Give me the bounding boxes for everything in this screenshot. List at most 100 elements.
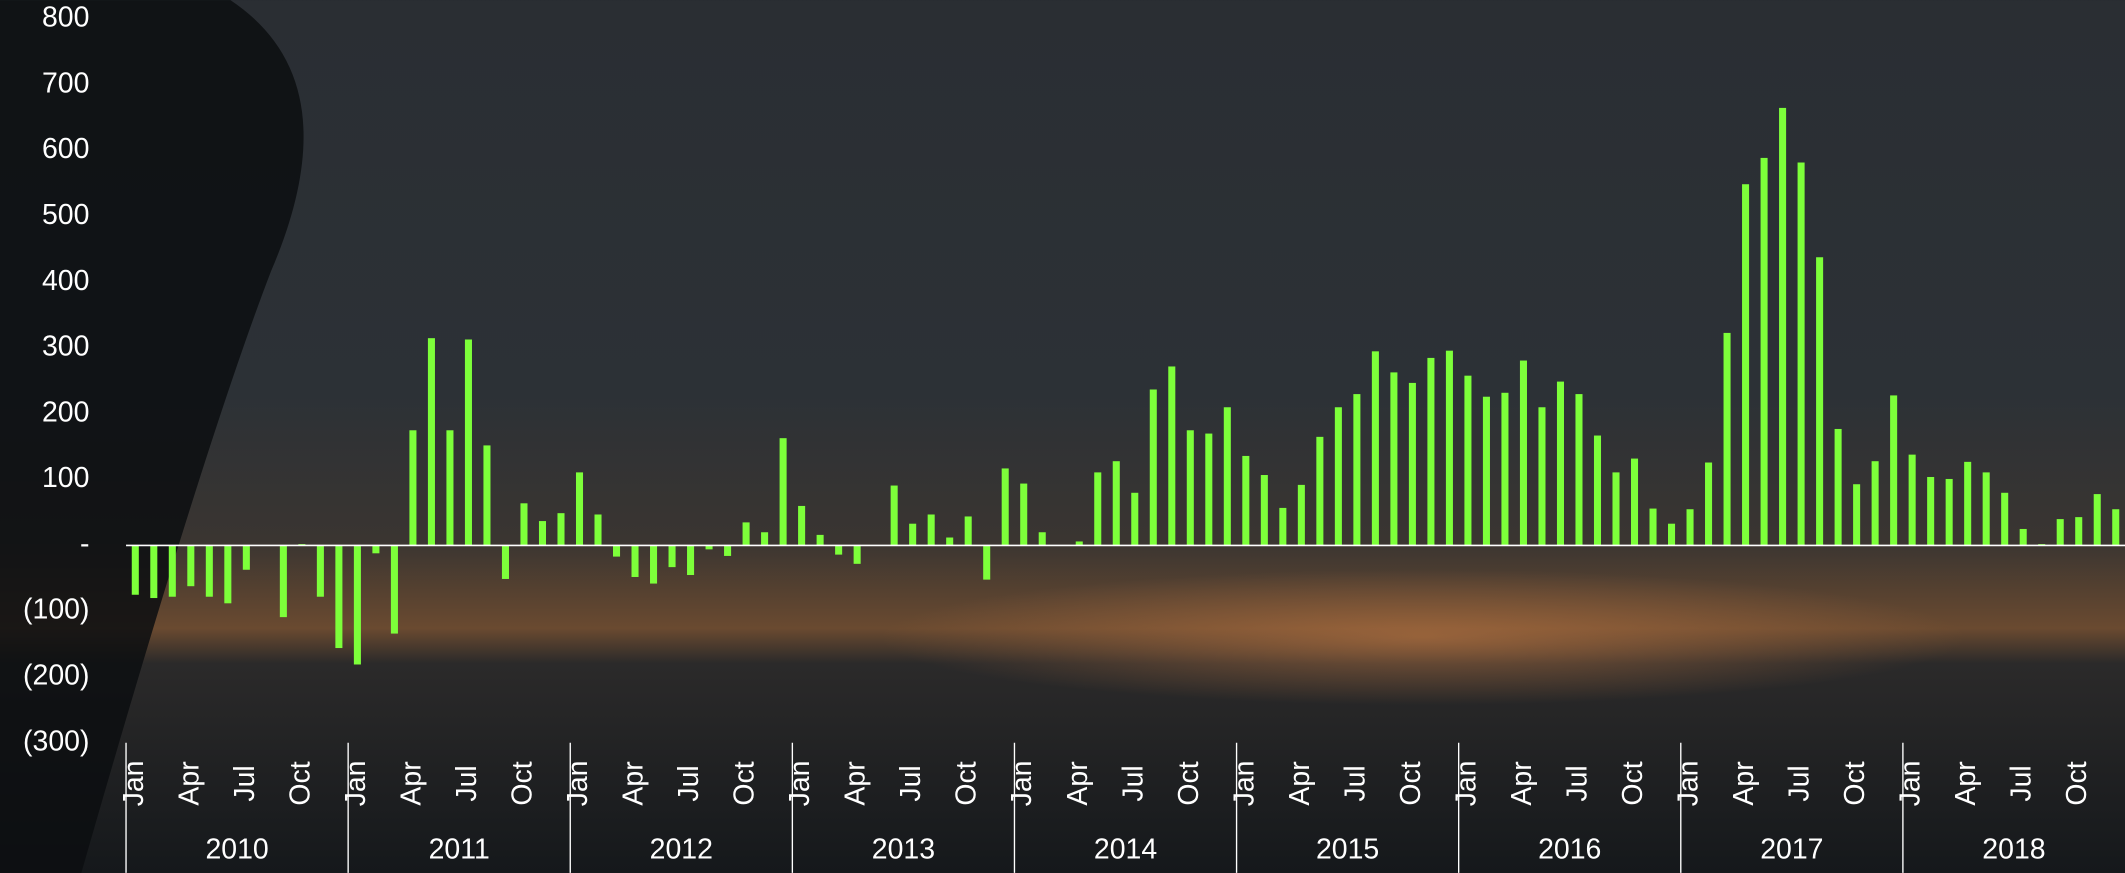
palm-silhouette	[0, 0, 304, 873]
year-label: 2018	[1982, 834, 2045, 866]
x-tick-label: Jan	[118, 761, 150, 807]
bar	[1112, 461, 1120, 546]
bar	[1001, 468, 1009, 546]
bar	[1427, 357, 1435, 546]
bar	[946, 537, 954, 546]
bar	[1223, 407, 1231, 546]
x-tick-label: Oct	[1617, 761, 1649, 805]
bar	[1982, 472, 1990, 546]
year-label: 2010	[205, 834, 268, 866]
bar	[650, 545, 658, 584]
bar	[983, 545, 991, 580]
x-tick-label: Jan	[1228, 761, 1260, 807]
bar	[1186, 430, 1194, 546]
bar	[353, 545, 361, 665]
x-tick-label: Oct	[951, 761, 983, 805]
bar	[1668, 523, 1676, 546]
bar	[1316, 436, 1324, 546]
x-tick-label: Apr	[395, 761, 427, 805]
bar	[1445, 350, 1453, 546]
bar	[242, 545, 250, 570]
year-label: 2015	[1316, 834, 1379, 866]
bar	[1538, 407, 1546, 546]
bar	[1927, 476, 1935, 546]
bar	[724, 545, 732, 556]
bar	[2093, 494, 2101, 546]
x-tick-label: Oct	[2061, 761, 2093, 805]
x-tick-label: Apr	[1728, 761, 1760, 805]
y-tick-label: (300)	[23, 725, 89, 757]
bar	[927, 514, 935, 546]
bar	[964, 516, 972, 546]
bar	[1390, 372, 1398, 546]
year-label: 2012	[650, 834, 713, 866]
x-tick-label: Jan	[1450, 761, 1482, 807]
bar	[187, 545, 195, 587]
y-tick-label: 400	[42, 265, 89, 297]
bar	[1242, 455, 1250, 546]
bar	[798, 505, 806, 546]
bar	[1168, 366, 1176, 546]
x-tick-label: Oct	[729, 761, 761, 805]
x-tick-label: Oct	[1173, 761, 1205, 805]
x-tick-label: Jul	[1117, 765, 1149, 801]
bar	[890, 485, 898, 546]
bar	[2075, 517, 2083, 546]
bar	[1908, 454, 1916, 546]
bar	[1260, 475, 1268, 546]
bar	[575, 472, 584, 546]
bar	[1723, 332, 1731, 546]
x-tick-label: Apr	[840, 761, 872, 805]
bar	[668, 545, 676, 568]
background-glow	[880, 569, 1966, 705]
bar	[335, 545, 343, 649]
bar	[2112, 509, 2120, 546]
x-tick-label: Jul	[451, 765, 483, 801]
bar	[1482, 396, 1490, 546]
x-tick-label: Apr	[1950, 761, 1982, 805]
y-tick-label: 600	[42, 133, 89, 165]
bar	[1705, 462, 1713, 546]
bar	[1020, 483, 1028, 546]
bar	[2001, 492, 2009, 546]
bar	[1945, 478, 1953, 546]
bar	[1334, 407, 1342, 546]
x-tick-label: Jul	[1562, 765, 1594, 801]
bar	[1890, 395, 1898, 546]
bar	[779, 438, 787, 546]
bar	[1779, 107, 1787, 546]
bar	[1760, 157, 1768, 546]
y-tick-label: -	[80, 528, 89, 560]
bar	[224, 545, 232, 604]
bar	[1575, 394, 1583, 546]
bar	[631, 545, 639, 577]
bar	[446, 430, 454, 546]
bar	[1816, 257, 1824, 546]
y-tick-label: 700	[42, 67, 89, 99]
bar	[1149, 389, 1157, 546]
bar	[464, 339, 472, 546]
bar	[1964, 461, 1972, 546]
year-label: 2016	[1538, 834, 1601, 866]
bar	[816, 534, 824, 546]
bar	[1353, 394, 1361, 546]
y-tick-label: (200)	[23, 660, 89, 692]
year-label: 2013	[872, 834, 935, 866]
y-tick-label: 800	[42, 2, 89, 34]
bar	[1408, 382, 1416, 546]
bar	[1501, 392, 1509, 546]
x-tick-label: Jul	[673, 765, 705, 801]
x-tick-label: Jul	[1784, 765, 1816, 801]
bar	[835, 545, 843, 555]
bar	[1630, 458, 1639, 546]
year-label: 2017	[1760, 834, 1823, 866]
x-tick-label: Oct	[506, 761, 538, 805]
bar	[538, 521, 547, 546]
y-tick-label: 300	[42, 331, 89, 363]
x-tick-label: Jan	[340, 761, 372, 807]
x-tick-label: Oct	[1839, 761, 1871, 805]
bar	[390, 545, 398, 634]
bar	[1464, 375, 1472, 546]
bar	[687, 545, 695, 576]
